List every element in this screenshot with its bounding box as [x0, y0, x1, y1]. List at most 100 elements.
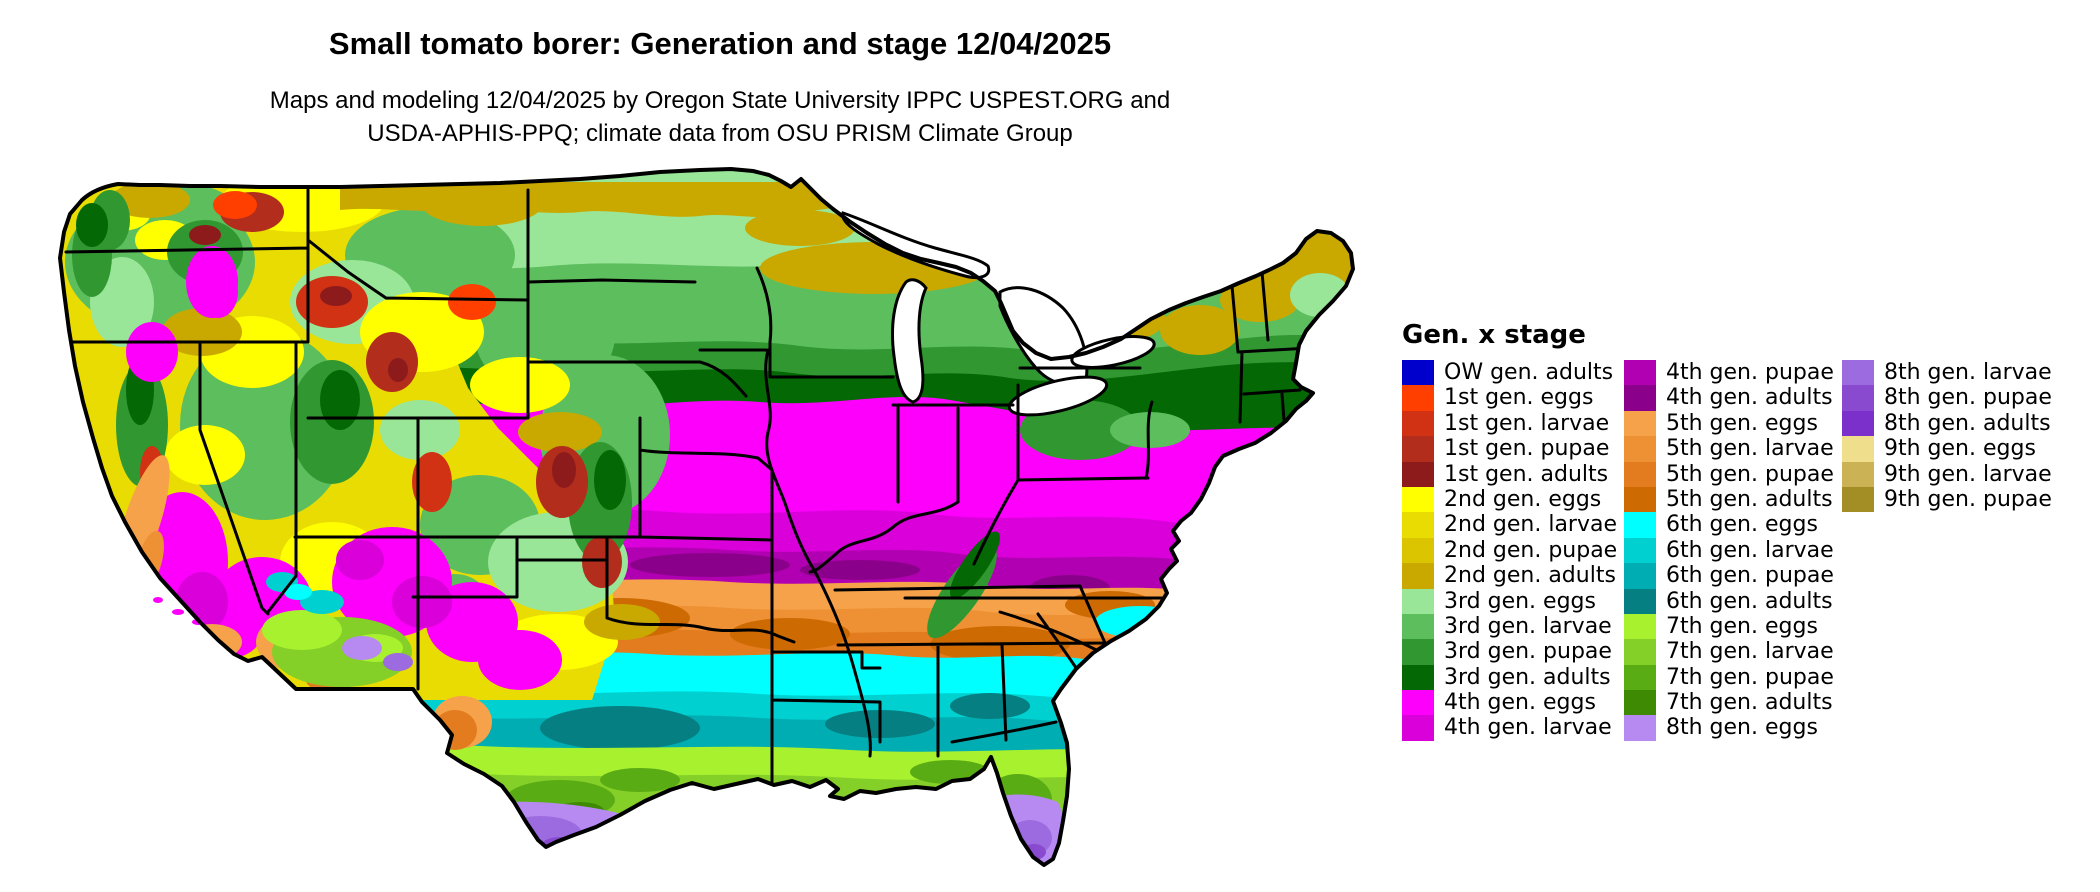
legend-swatch	[1402, 563, 1434, 589]
map-raster-zones	[60, 169, 1353, 865]
lake-superior	[841, 211, 991, 280]
us-outline	[58, 167, 1355, 867]
legend-item: 2nd gen. larvae	[1402, 512, 1624, 538]
legend-swatch	[1624, 486, 1656, 513]
legend-swatch	[1402, 436, 1434, 462]
legend-swatch	[1402, 385, 1434, 411]
legend-column-2: 4th gen. pupae 4th gen. adults 5th gen. eg…	[1624, 360, 1842, 741]
legend-item-label: 4th gen. eggs	[1444, 690, 1596, 716]
legend-item-label: 4th gen. larvae	[1444, 715, 1612, 741]
legend-item: OW gen. adults	[1402, 360, 1624, 386]
page-subtitle: Maps and modeling 12/04/2025 by Oregon S…	[0, 84, 1440, 150]
legend-item-label: 4th gen. pupae	[1666, 360, 1834, 385]
legend-item: 1st gen. adults	[1402, 461, 1624, 487]
legend-swatch	[1402, 410, 1434, 437]
legend-item: 4th gen. adults	[1624, 385, 1842, 411]
legend-item: 2nd gen. pupae	[1402, 537, 1624, 564]
legend-item: 7th gen. eggs	[1624, 613, 1842, 640]
legend-item-label: 2nd gen. larvae	[1444, 512, 1618, 538]
legend-item-label: 9th gen. larvae	[1884, 461, 2052, 487]
legend-swatch	[1624, 410, 1656, 437]
legend-item-label: 7th gen. adults	[1666, 690, 1833, 716]
legend-item-label: 4th gen. adults	[1666, 385, 1833, 411]
legend-item: 1st gen. larvae	[1402, 410, 1624, 437]
legend-item-label: 3rd gen. adults	[1444, 664, 1611, 690]
legend-item: 4th gen. larvae	[1402, 715, 1624, 741]
legend-item: 9th gen. eggs	[1842, 436, 2088, 462]
legend-item-label: 6th gen. eggs	[1666, 512, 1818, 538]
legend-item-label: 6th gen. pupae	[1666, 563, 1834, 589]
legend-swatch	[1624, 664, 1656, 691]
legend-swatch	[1624, 639, 1656, 665]
legend-item: 9th gen. larvae	[1842, 461, 2088, 487]
legend-item: 5th gen. adults	[1624, 486, 1842, 513]
state-borders	[60, 188, 1312, 792]
legend-swatch	[1624, 461, 1656, 487]
legend-item: 2nd gen. adults	[1402, 563, 1624, 589]
legend-swatch	[1842, 385, 1874, 411]
legend-swatch	[1402, 486, 1434, 513]
lake-ontario	[1070, 335, 1156, 369]
legend-item: 2nd gen. eggs	[1402, 486, 1624, 513]
legend-swatch	[1624, 385, 1656, 411]
legend-item-label: 5th gen. adults	[1666, 486, 1833, 512]
legend-swatch	[1624, 436, 1656, 462]
legend-item-label: 3rd gen. pupae	[1444, 639, 1612, 665]
legend-item-label: 3rd gen. eggs	[1444, 588, 1596, 614]
legend-item-label: 8th gen. pupae	[1884, 385, 2052, 411]
legend-column-3: 8th gen. larvae 8th gen. pupae 8th gen. ad…	[1842, 360, 2088, 513]
legend-swatch	[1402, 639, 1434, 665]
legend-swatch	[1402, 537, 1434, 564]
legend-item-label: 2nd gen. eggs	[1444, 486, 1602, 512]
lake-michigan	[891, 278, 928, 404]
legend-item: 7th gen. pupae	[1624, 664, 1842, 691]
legend-swatch	[1402, 461, 1434, 487]
legend-item: 6th gen. adults	[1624, 588, 1842, 614]
legend-swatch	[1624, 360, 1656, 386]
legend-item-label: 1st gen. pupae	[1444, 436, 1610, 462]
legend-swatch	[1624, 690, 1656, 716]
legend-item: 4th gen. eggs	[1402, 690, 1624, 716]
legend-item-label: 7th gen. pupae	[1666, 664, 1834, 690]
legend-item: 8th gen. adults	[1842, 410, 2088, 437]
legend-item: 3rd gen. larvae	[1402, 613, 1624, 640]
legend-swatch	[1842, 410, 1874, 437]
legend-item-label: 6th gen. larvae	[1666, 537, 1834, 563]
legend-item: 1st gen. pupae	[1402, 436, 1624, 462]
legend-swatch	[1842, 360, 1874, 386]
legend-item: 6th gen. larvae	[1624, 537, 1842, 564]
legend-item-label: 2nd gen. pupae	[1444, 537, 1618, 563]
legend-item-label: 8th gen. adults	[1884, 410, 2051, 436]
lake-erie	[1007, 375, 1109, 417]
subtitle-line-2: USDA-APHIS-PPQ; climate data from OSU PR…	[367, 120, 1073, 147]
legend-swatch	[1402, 613, 1434, 640]
legend-swatch	[1624, 715, 1656, 741]
legend-item-label: 9th gen. eggs	[1884, 436, 2036, 462]
legend-swatch	[1402, 715, 1434, 741]
legend-columns: OW gen. adults 1st gen. eggs 1st gen. larv…	[1402, 360, 2088, 741]
great-lakes	[841, 211, 1156, 417]
legend-swatch	[1624, 588, 1656, 614]
legend-item: 8th gen. larvae	[1842, 360, 2088, 386]
legend-item-label: 5th gen. larvae	[1666, 436, 1834, 462]
legend-swatch	[1842, 436, 1874, 462]
legend-item-label: 5th gen. eggs	[1666, 410, 1818, 436]
us-generation-stage-map	[58, 167, 1355, 867]
legend-swatch	[1624, 512, 1656, 538]
subtitle-line-1: Maps and modeling 12/04/2025 by Oregon S…	[269, 87, 1171, 114]
legend-item: 1st gen. eggs	[1402, 385, 1624, 411]
legend-column-1: OW gen. adults 1st gen. eggs 1st gen. larv…	[1402, 360, 1624, 741]
legend-item: 3rd gen. pupae	[1402, 639, 1624, 665]
legend-swatch	[1402, 512, 1434, 538]
legend-title: Gen. x stage	[1402, 320, 1586, 350]
legend-item-label: 2nd gen. adults	[1444, 563, 1616, 589]
legend-item: 5th gen. eggs	[1624, 410, 1842, 437]
legend-item-label: 1st gen. eggs	[1444, 385, 1594, 411]
legend-item: 7th gen. larvae	[1624, 639, 1842, 665]
legend-swatch	[1842, 461, 1874, 487]
legend-item: 8th gen. pupae	[1842, 385, 2088, 411]
legend-item-label: 3rd gen. larvae	[1444, 613, 1612, 639]
legend-swatch	[1624, 563, 1656, 589]
legend-swatch	[1402, 588, 1434, 614]
legend-item-label: 5th gen. pupae	[1666, 461, 1834, 487]
